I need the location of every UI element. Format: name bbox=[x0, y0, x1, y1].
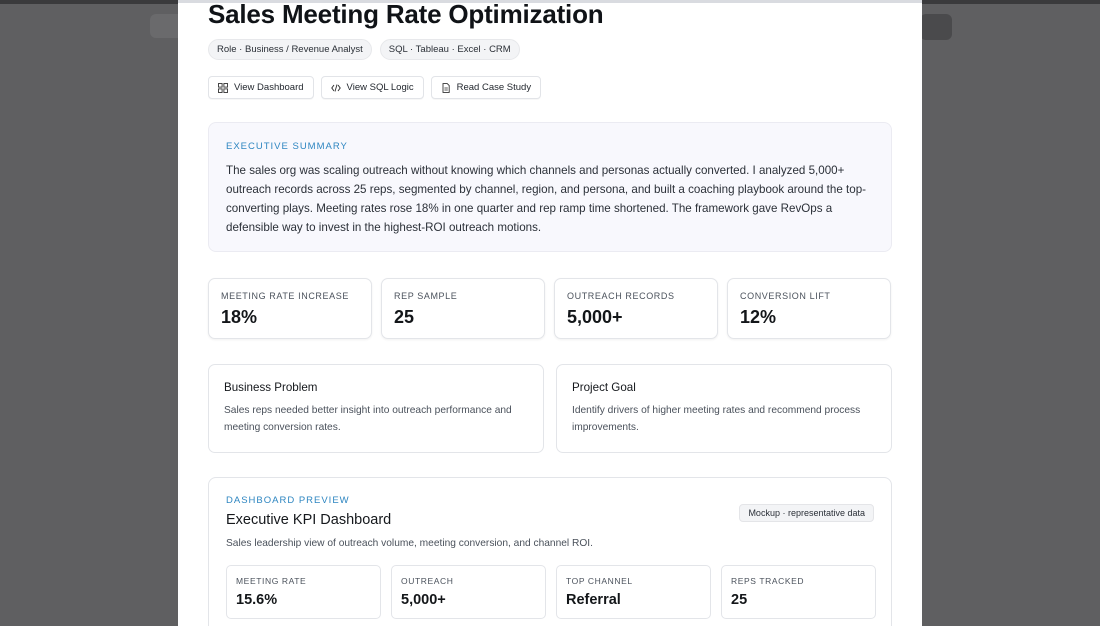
read-case-study-button[interactable]: Read Case Study bbox=[430, 76, 542, 99]
metric-card: Outreach Records 5,000+ bbox=[554, 278, 718, 339]
dashboard-title: Executive KPI Dashboard bbox=[226, 512, 392, 528]
metric-label: Outreach Records bbox=[567, 291, 675, 301]
metric-value: 12% bbox=[740, 307, 777, 327]
info-cards: Business Problem Sales reps needed bette… bbox=[208, 364, 892, 453]
metric-cards: Meeting Rate Increase 18% Rep Sample 25 … bbox=[208, 278, 891, 339]
metric-value: 5,000+ bbox=[567, 307, 623, 327]
metric-value: 25 bbox=[394, 307, 415, 327]
summary-text: The sales org was scaling outreach witho… bbox=[226, 164, 866, 234]
kpi-row: Meeting Rate 15.6% Outreach 5,000+ Top C… bbox=[226, 565, 876, 619]
project-goal-card: Project Goal Identify drivers of higher … bbox=[556, 364, 892, 453]
card-title: Project Goal bbox=[572, 381, 636, 394]
kpi-value: Referral bbox=[566, 592, 621, 608]
kpi-card: Outreach 5,000+ bbox=[391, 565, 546, 619]
document-icon bbox=[442, 82, 450, 93]
tools-tag: SQL · Tableau · Excel · CRM bbox=[379, 39, 520, 60]
tag-row: Role · Business / Revenue Analyst SQL · … bbox=[208, 39, 520, 60]
page-title: Sales Meeting Rate Optimization bbox=[208, 0, 604, 29]
kpi-value: 5,000+ bbox=[401, 592, 446, 608]
kpi-card: Top Channel Referral bbox=[556, 565, 711, 619]
action-buttons: View Dashboard View SQL Logic Read Case … bbox=[208, 76, 542, 99]
mockup-badge: Mockup · representative data bbox=[739, 504, 874, 522]
case-study-modal: Sales Meeting Rate Optimization Role · B… bbox=[178, 0, 922, 626]
card-title: Business Problem bbox=[224, 381, 318, 394]
read-case-study-label: Read Case Study bbox=[456, 82, 532, 93]
role-tag: Role · Business / Revenue Analyst bbox=[208, 39, 372, 60]
kpi-label: Top Channel bbox=[566, 576, 633, 586]
kpi-label: Meeting Rate bbox=[236, 576, 307, 586]
metric-value: 18% bbox=[221, 307, 258, 327]
dashboard-subtitle: Sales leadership view of outreach volume… bbox=[226, 538, 593, 549]
card-text: Identify drivers of higher meeting rates… bbox=[572, 405, 861, 433]
view-dashboard-button[interactable]: View Dashboard bbox=[208, 76, 314, 99]
kpi-label: Reps Tracked bbox=[731, 576, 805, 586]
view-dashboard-label: View Dashboard bbox=[234, 82, 304, 93]
code-icon bbox=[330, 83, 341, 92]
kpi-label: Outreach bbox=[401, 576, 454, 586]
kpi-card: Reps Tracked 25 bbox=[721, 565, 876, 619]
kpi-card: Meeting Rate 15.6% bbox=[226, 565, 381, 619]
view-sql-logic-label: View SQL Logic bbox=[346, 82, 414, 93]
dashboard-eyebrow: Dashboard Preview bbox=[226, 495, 350, 506]
summary-eyebrow: Executive Summary bbox=[226, 141, 348, 152]
backdrop-element bbox=[920, 14, 952, 40]
view-sql-logic-button[interactable]: View SQL Logic bbox=[320, 76, 424, 99]
metric-card: Conversion Lift 12% bbox=[727, 278, 891, 339]
business-problem-card: Business Problem Sales reps needed bette… bbox=[208, 364, 544, 453]
metric-label: Rep Sample bbox=[394, 291, 458, 301]
metric-card: Meeting Rate Increase 18% bbox=[208, 278, 372, 339]
card-text: Sales reps needed better insight into ou… bbox=[224, 405, 512, 433]
metric-label: Conversion Lift bbox=[740, 291, 831, 301]
executive-summary: Executive Summary The sales org was scal… bbox=[208, 122, 892, 252]
metric-card: Rep Sample 25 bbox=[381, 278, 545, 339]
kpi-value: 25 bbox=[731, 592, 748, 608]
kpi-value: 15.6% bbox=[236, 592, 278, 608]
dashboard-preview: Dashboard Preview Executive KPI Dashboar… bbox=[208, 477, 892, 626]
metric-label: Meeting Rate Increase bbox=[221, 291, 349, 301]
dashboard-grid-icon bbox=[218, 82, 228, 93]
